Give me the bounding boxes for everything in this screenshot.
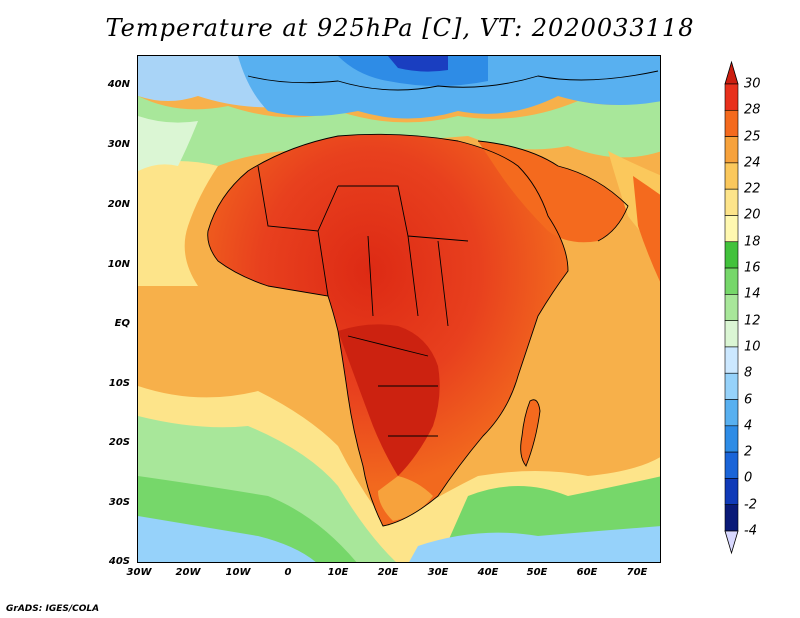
colorbar-segment [724, 136, 739, 164]
lon-label-50e: 50E [526, 567, 548, 578]
colorbar-segment [724, 294, 739, 321]
lat-label-40s: 40S [108, 556, 130, 567]
colorbar [724, 60, 739, 555]
colorbar-segment [724, 162, 739, 190]
colorbar-label: 22 [744, 181, 761, 197]
lat-label-40n: 40N [107, 79, 130, 90]
colorbar-segment [724, 425, 739, 453]
colorbar-label: 28 [744, 102, 761, 118]
colorbar-segment [724, 109, 739, 137]
lat-label-30s: 30S [108, 497, 130, 508]
colorbar-label: 25 [744, 129, 761, 145]
colorbar-label: 10 [744, 339, 761, 355]
colorbar-label: 14 [744, 286, 761, 302]
temperature-map [137, 55, 661, 563]
colorbar-top-arrow [724, 60, 739, 85]
colorbar-label: -4 [744, 523, 757, 539]
lon-label-40e: 40E [477, 567, 499, 578]
colorbar-segment [724, 241, 739, 269]
lon-label-10e: 10E [327, 567, 349, 578]
lon-label-30w: 30W [126, 567, 152, 578]
lon-label-70e: 70E [626, 567, 648, 578]
colorbar-label: 0 [744, 470, 753, 486]
colorbar-segment [724, 320, 739, 348]
colorbar-segment [724, 399, 739, 427]
colorbar-label: 6 [744, 392, 753, 408]
colorbar-label: 24 [744, 155, 761, 171]
credit-text: GrADS: IGES/COLA [6, 604, 100, 614]
colorbar-segment [724, 215, 739, 243]
colorbar-segment [724, 451, 739, 479]
colorbar-segment [724, 346, 739, 374]
colorbar-segment [724, 372, 739, 400]
lon-label-0: 0 [284, 567, 292, 578]
colorbar-label: 16 [744, 260, 761, 276]
colorbar-label: -2 [744, 497, 757, 513]
lat-label-10n: 10N [107, 259, 130, 270]
colorbar-label: 30 [744, 76, 761, 92]
colorbar-bottom-arrow [724, 530, 739, 555]
lon-label-20w: 20W [175, 567, 201, 578]
colorbar-segment [724, 83, 739, 111]
colorbar-segment [724, 504, 739, 532]
colorbar-segment [724, 267, 739, 295]
colorbar-segment [724, 188, 739, 216]
lat-label-eq: EQ [114, 318, 130, 329]
colorbar-label: 20 [744, 207, 761, 223]
lon-label-60e: 60E [576, 567, 598, 578]
colorbar-label: 18 [744, 234, 761, 250]
colorbar-label: 4 [744, 418, 753, 434]
colorbar-label: 8 [744, 365, 753, 381]
colorbar-segment [724, 478, 739, 506]
colorbar-label: 12 [744, 313, 761, 329]
map-title: Temperature at 925hPa [C], VT: 202003311… [105, 14, 695, 42]
lat-label-20n: 20N [107, 199, 130, 210]
lon-label-10w: 10W [225, 567, 251, 578]
lon-label-30e: 30E [427, 567, 449, 578]
colorbar-label: 2 [744, 444, 753, 460]
lat-label-10s: 10S [108, 378, 130, 389]
lat-label-30n: 30N [107, 139, 130, 150]
lon-label-20e: 20E [377, 567, 399, 578]
lat-label-20s: 20S [108, 437, 130, 448]
